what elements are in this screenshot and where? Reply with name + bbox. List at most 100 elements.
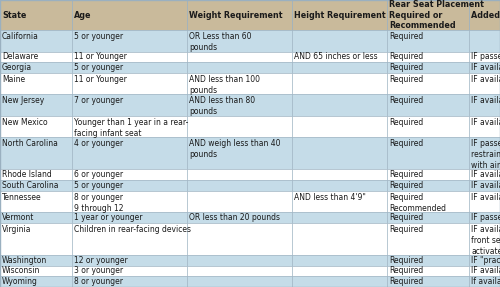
Text: IF available; if not available
front seat only if airbag is NOT
activated: IF available; if not available front sea… — [471, 225, 500, 256]
Bar — [0, 180, 72, 191]
Text: Required: Required — [389, 277, 423, 286]
Text: IF available: IF available — [471, 170, 500, 179]
Bar — [0, 212, 72, 223]
Bar — [387, 191, 469, 212]
Bar — [72, 0, 187, 30]
Bar — [0, 73, 72, 94]
Text: 6 or younger: 6 or younger — [74, 170, 123, 179]
Bar — [187, 94, 292, 116]
Text: Virginia: Virginia — [2, 225, 32, 234]
Bar — [387, 0, 469, 30]
Bar — [0, 169, 72, 180]
Text: California: California — [2, 32, 39, 41]
Bar — [387, 255, 469, 265]
Bar — [469, 0, 500, 30]
Bar — [292, 255, 387, 265]
Bar — [292, 223, 387, 255]
Bar — [292, 30, 387, 52]
Bar — [469, 62, 500, 73]
Text: IF available: IF available — [471, 193, 500, 202]
Bar — [0, 0, 72, 30]
Text: IF available: IF available — [471, 181, 500, 190]
Text: Required: Required — [389, 181, 423, 190]
Text: Required: Required — [389, 256, 423, 265]
Text: Georgia: Georgia — [2, 63, 32, 72]
Text: AND less than 4'9": AND less than 4'9" — [294, 193, 366, 202]
Bar — [469, 137, 500, 169]
Text: IF available: IF available — [471, 118, 500, 127]
Bar — [187, 265, 292, 276]
Text: Required: Required — [389, 170, 423, 179]
Bar — [469, 265, 500, 276]
Bar — [187, 62, 292, 73]
Bar — [0, 30, 72, 52]
Bar — [387, 52, 469, 62]
Text: 3 or younger: 3 or younger — [74, 266, 123, 276]
Bar — [72, 116, 187, 137]
Text: Required: Required — [389, 75, 423, 84]
Bar — [72, 223, 187, 255]
Text: IF passenger airbag is active: IF passenger airbag is active — [471, 53, 500, 61]
Text: AND weigh less than 40
pounds: AND weigh less than 40 pounds — [189, 139, 280, 159]
Text: IF passenger airbag is active: IF passenger airbag is active — [471, 213, 500, 222]
Bar — [387, 265, 469, 276]
Text: 12 or younger: 12 or younger — [74, 256, 128, 265]
Bar — [387, 276, 469, 287]
Bar — [0, 137, 72, 169]
Bar — [292, 73, 387, 94]
Bar — [387, 116, 469, 137]
Bar — [292, 180, 387, 191]
Text: Required: Required — [389, 225, 423, 234]
Text: IF available: IF available — [471, 63, 500, 72]
Bar — [0, 94, 72, 116]
Text: OR less than 20 pounds: OR less than 20 pounds — [189, 213, 280, 222]
Text: 7 or younger: 7 or younger — [74, 96, 123, 105]
Bar — [387, 62, 469, 73]
Text: Required: Required — [389, 32, 423, 41]
Text: 5 or younger: 5 or younger — [74, 181, 123, 190]
Text: IF passenger airbag is active OR
restraint not designed for use
with airbags: IF passenger airbag is active OR restrai… — [471, 139, 500, 170]
Bar — [0, 191, 72, 212]
Text: Rear Seat Placement
Required or
Recommended: Rear Seat Placement Required or Recommen… — [389, 0, 484, 30]
Bar — [72, 94, 187, 116]
Bar — [469, 94, 500, 116]
Text: 4 or younger: 4 or younger — [74, 139, 123, 148]
Text: South Carolina: South Carolina — [2, 181, 58, 190]
Bar — [0, 116, 72, 137]
Bar — [187, 191, 292, 212]
Text: Younger than 1 year in a rear-
facing infant seat: Younger than 1 year in a rear- facing in… — [74, 118, 188, 138]
Bar — [72, 30, 187, 52]
Text: Rhode Island: Rhode Island — [2, 170, 52, 179]
Bar — [187, 0, 292, 30]
Text: If available: If available — [471, 277, 500, 286]
Bar — [387, 223, 469, 255]
Text: Age: Age — [74, 11, 92, 20]
Text: Maine: Maine — [2, 75, 25, 84]
Bar — [0, 52, 72, 62]
Text: 1 year or younger: 1 year or younger — [74, 213, 142, 222]
Bar — [469, 169, 500, 180]
Text: Delaware: Delaware — [2, 53, 38, 61]
Bar — [387, 94, 469, 116]
Bar — [72, 265, 187, 276]
Text: 8 or younger: 8 or younger — [74, 277, 123, 286]
Bar — [469, 276, 500, 287]
Bar — [72, 255, 187, 265]
Text: Added Stipulations: Added Stipulations — [471, 11, 500, 20]
Bar — [469, 52, 500, 62]
Text: Required
Recommended: Required Recommended — [389, 193, 446, 213]
Bar — [469, 212, 500, 223]
Bar — [187, 255, 292, 265]
Text: 5 or younger: 5 or younger — [74, 63, 123, 72]
Text: 11 or Younger: 11 or Younger — [74, 75, 127, 84]
Bar — [72, 212, 187, 223]
Bar — [72, 62, 187, 73]
Bar — [72, 191, 187, 212]
Bar — [387, 169, 469, 180]
Bar — [72, 169, 187, 180]
Text: North Carolina: North Carolina — [2, 139, 58, 148]
Bar — [387, 30, 469, 52]
Bar — [292, 62, 387, 73]
Bar — [387, 180, 469, 191]
Text: Required: Required — [389, 213, 423, 222]
